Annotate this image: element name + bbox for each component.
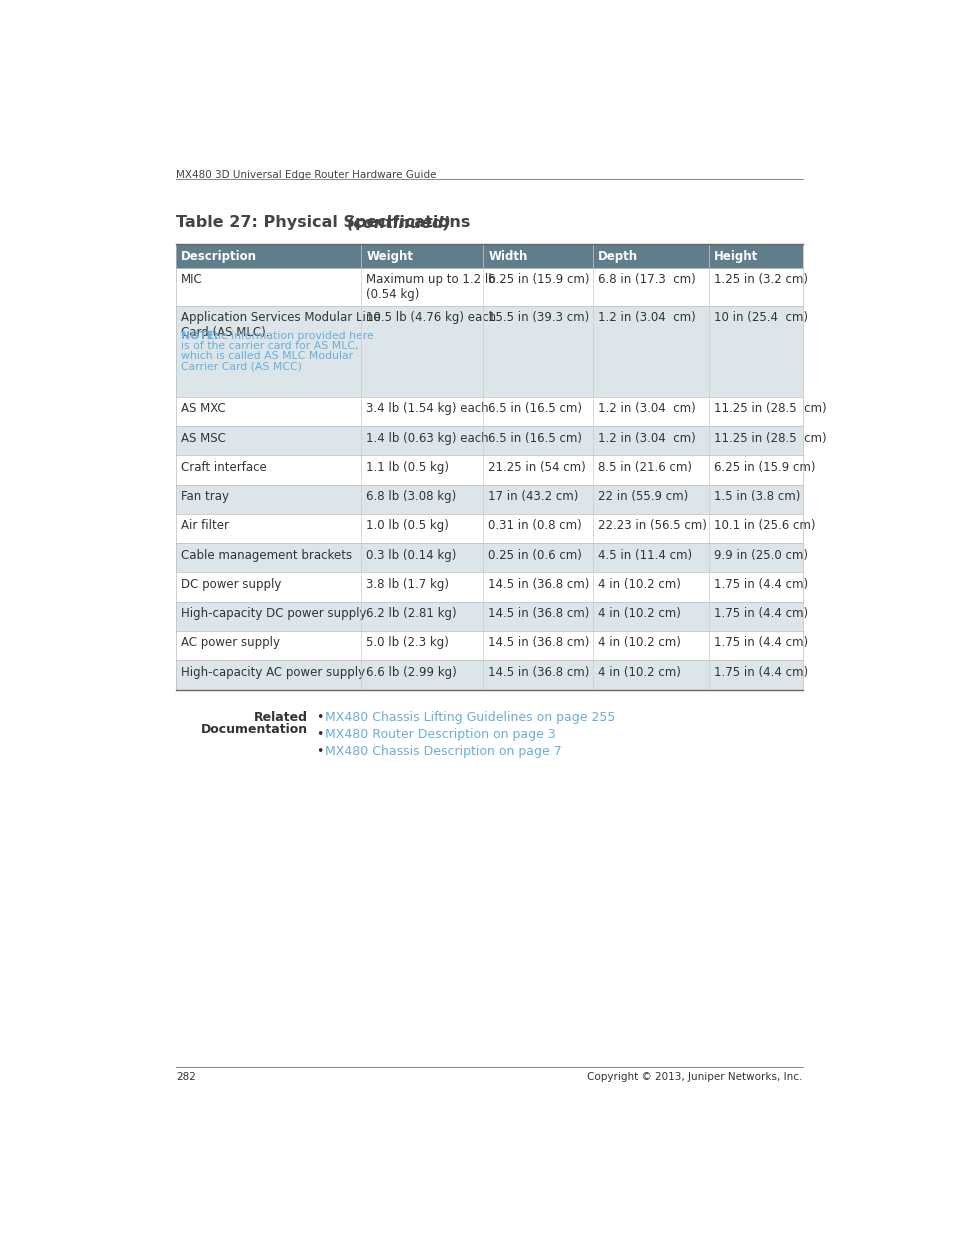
- Text: •: •: [315, 727, 323, 741]
- Text: AC power supply: AC power supply: [181, 636, 280, 650]
- Text: 0.3 lb (0.14 kg): 0.3 lb (0.14 kg): [366, 548, 456, 562]
- Text: which is called AS MLC Modular: which is called AS MLC Modular: [181, 352, 353, 362]
- Bar: [175, 573, 802, 601]
- Text: 15.5 in (39.3 cm): 15.5 in (39.3 cm): [488, 311, 589, 325]
- Bar: [175, 601, 802, 631]
- Text: 1.75 in (4.4 cm): 1.75 in (4.4 cm): [714, 666, 807, 679]
- Text: 4.5 in (11.4 cm): 4.5 in (11.4 cm): [598, 548, 692, 562]
- Text: 4 in (10.2 cm): 4 in (10.2 cm): [598, 608, 680, 620]
- Text: MX480 Router Description on page 3: MX480 Router Description on page 3: [325, 727, 556, 741]
- Bar: [175, 484, 802, 514]
- Text: 1.4 lb (0.63 kg) each: 1.4 lb (0.63 kg) each: [366, 431, 488, 445]
- Text: 1.75 in (4.4 cm): 1.75 in (4.4 cm): [714, 578, 807, 590]
- Text: 10.1 in (25.6 cm): 10.1 in (25.6 cm): [714, 520, 815, 532]
- Text: 6.25 in (15.9 cm): 6.25 in (15.9 cm): [488, 273, 589, 287]
- Text: Related: Related: [253, 711, 307, 724]
- Text: The information provided here: The information provided here: [204, 331, 374, 341]
- Text: 1.1 lb (0.5 kg): 1.1 lb (0.5 kg): [366, 461, 449, 474]
- Text: 22 in (55.9 cm): 22 in (55.9 cm): [598, 490, 688, 503]
- Text: NOTE:: NOTE:: [181, 331, 222, 341]
- Text: 14.5 in (36.8 cm): 14.5 in (36.8 cm): [488, 636, 589, 650]
- Text: is of the carrier card for AS MLC,: is of the carrier card for AS MLC,: [181, 341, 358, 352]
- Text: 5.0 lb (2.3 kg): 5.0 lb (2.3 kg): [366, 636, 449, 650]
- Text: •: •: [315, 711, 323, 724]
- Text: 9.9 in (25.0 cm): 9.9 in (25.0 cm): [714, 548, 807, 562]
- Text: 1.2 in (3.04  cm): 1.2 in (3.04 cm): [598, 403, 695, 415]
- Text: Maximum up to 1.2 lb
(0.54 kg): Maximum up to 1.2 lb (0.54 kg): [366, 273, 496, 301]
- Text: 1.2 in (3.04  cm): 1.2 in (3.04 cm): [598, 311, 695, 325]
- Bar: [175, 306, 802, 396]
- Text: 6.2 lb (2.81 kg): 6.2 lb (2.81 kg): [366, 608, 456, 620]
- Text: Table 27: Physical Specifications: Table 27: Physical Specifications: [175, 215, 476, 230]
- Text: Width: Width: [488, 249, 527, 263]
- Text: 6.25 in (15.9 cm): 6.25 in (15.9 cm): [714, 461, 815, 474]
- Text: Craft interface: Craft interface: [181, 461, 267, 474]
- Text: Copyright © 2013, Juniper Networks, Inc.: Copyright © 2013, Juniper Networks, Inc.: [587, 1072, 802, 1082]
- Text: 10 in (25.4  cm): 10 in (25.4 cm): [714, 311, 807, 325]
- Text: 1.2 in (3.04  cm): 1.2 in (3.04 cm): [598, 431, 695, 445]
- Text: Description: Description: [181, 249, 257, 263]
- Text: 14.5 in (36.8 cm): 14.5 in (36.8 cm): [488, 578, 589, 590]
- Text: 6.6 lb (2.99 kg): 6.6 lb (2.99 kg): [366, 666, 456, 679]
- Text: Depth: Depth: [598, 249, 638, 263]
- Text: 0.25 in (0.6 cm): 0.25 in (0.6 cm): [488, 548, 581, 562]
- Text: MX480 3D Universal Edge Router Hardware Guide: MX480 3D Universal Edge Router Hardware …: [175, 169, 436, 180]
- Text: 1.75 in (4.4 cm): 1.75 in (4.4 cm): [714, 608, 807, 620]
- Bar: [175, 426, 802, 456]
- Text: 6.5 in (16.5 cm): 6.5 in (16.5 cm): [488, 431, 582, 445]
- Text: Documentation: Documentation: [200, 724, 307, 736]
- Text: 4 in (10.2 cm): 4 in (10.2 cm): [598, 578, 680, 590]
- Text: 10.5 lb (4.76 kg) each: 10.5 lb (4.76 kg) each: [366, 311, 496, 325]
- Bar: [175, 456, 802, 484]
- Text: 0.31 in (0.8 cm): 0.31 in (0.8 cm): [488, 520, 581, 532]
- Text: 11.25 in (28.5  cm): 11.25 in (28.5 cm): [714, 403, 826, 415]
- Bar: [175, 661, 802, 689]
- Text: AS MXC: AS MXC: [181, 403, 226, 415]
- Text: Cable management brackets: Cable management brackets: [181, 548, 352, 562]
- Text: 4 in (10.2 cm): 4 in (10.2 cm): [598, 666, 680, 679]
- Text: 1.5 in (3.8 cm): 1.5 in (3.8 cm): [714, 490, 800, 503]
- Bar: [175, 268, 802, 306]
- Text: 17 in (43.2 cm): 17 in (43.2 cm): [488, 490, 578, 503]
- Text: 11.25 in (28.5  cm): 11.25 in (28.5 cm): [714, 431, 826, 445]
- Bar: [175, 514, 802, 543]
- Text: Fan tray: Fan tray: [181, 490, 229, 503]
- Text: 14.5 in (36.8 cm): 14.5 in (36.8 cm): [488, 608, 589, 620]
- Text: 282: 282: [175, 1072, 195, 1082]
- Text: Weight: Weight: [366, 249, 413, 263]
- Text: High-capacity DC power supply: High-capacity DC power supply: [181, 608, 366, 620]
- Text: Height: Height: [714, 249, 758, 263]
- Text: MX480 Chassis Lifting Guidelines on page 255: MX480 Chassis Lifting Guidelines on page…: [325, 711, 615, 724]
- Text: 14.5 in (36.8 cm): 14.5 in (36.8 cm): [488, 666, 589, 679]
- Text: •: •: [315, 745, 323, 758]
- Text: 22.23 in (56.5 cm): 22.23 in (56.5 cm): [598, 520, 706, 532]
- Text: 8.5 in (21.6 cm): 8.5 in (21.6 cm): [598, 461, 692, 474]
- Text: 21.25 in (54 cm): 21.25 in (54 cm): [488, 461, 585, 474]
- Bar: [175, 631, 802, 661]
- Text: 4 in (10.2 cm): 4 in (10.2 cm): [598, 636, 680, 650]
- Text: DC power supply: DC power supply: [181, 578, 281, 590]
- Text: MX480 Chassis Description on page 7: MX480 Chassis Description on page 7: [325, 745, 561, 758]
- Text: Application Services Modular Line
Card (AS MLC).: Application Services Modular Line Card (…: [181, 311, 380, 340]
- Bar: [175, 543, 802, 573]
- Text: Carrier Card (AS MCC): Carrier Card (AS MCC): [181, 362, 302, 372]
- Text: High-capacity AC power supply: High-capacity AC power supply: [181, 666, 365, 679]
- Text: Air filter: Air filter: [181, 520, 229, 532]
- Text: MIC: MIC: [181, 273, 203, 287]
- Text: (continued): (continued): [347, 215, 452, 230]
- Text: 3.4 lb (1.54 kg) each: 3.4 lb (1.54 kg) each: [366, 403, 488, 415]
- Text: 1.0 lb (0.5 kg): 1.0 lb (0.5 kg): [366, 520, 449, 532]
- Text: AS MSC: AS MSC: [181, 431, 226, 445]
- Text: 6.8 in (17.3  cm): 6.8 in (17.3 cm): [598, 273, 695, 287]
- Text: 1.75 in (4.4 cm): 1.75 in (4.4 cm): [714, 636, 807, 650]
- Text: 3.8 lb (1.7 kg): 3.8 lb (1.7 kg): [366, 578, 449, 590]
- Bar: [175, 245, 802, 268]
- Bar: [175, 396, 802, 426]
- Text: 6.5 in (16.5 cm): 6.5 in (16.5 cm): [488, 403, 582, 415]
- Text: 1.25 in (3.2 cm): 1.25 in (3.2 cm): [714, 273, 807, 287]
- Text: 6.8 lb (3.08 kg): 6.8 lb (3.08 kg): [366, 490, 456, 503]
